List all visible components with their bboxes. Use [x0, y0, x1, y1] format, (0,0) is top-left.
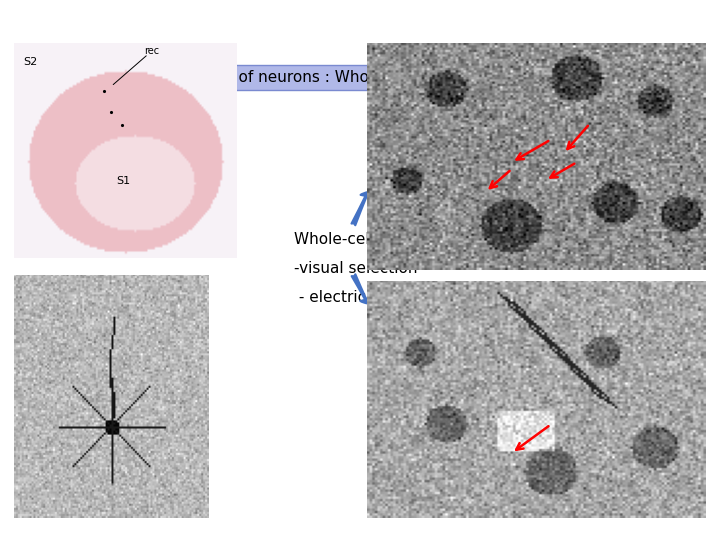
Text: Whole-cell recording:: Whole-cell recording: [294, 232, 456, 247]
Text: -visual selection: -visual selection [294, 261, 417, 276]
Text: - electric control: - electric control [294, 290, 424, 305]
Text: S2: S2 [24, 57, 38, 67]
Text: rec: rec [145, 46, 160, 56]
Text: S1: S1 [117, 176, 131, 186]
FancyBboxPatch shape [90, 65, 648, 90]
Text: Electrophysiology of neurons : Whole cell recording: Electrophysiology of neurons : Whole cel… [99, 70, 492, 85]
